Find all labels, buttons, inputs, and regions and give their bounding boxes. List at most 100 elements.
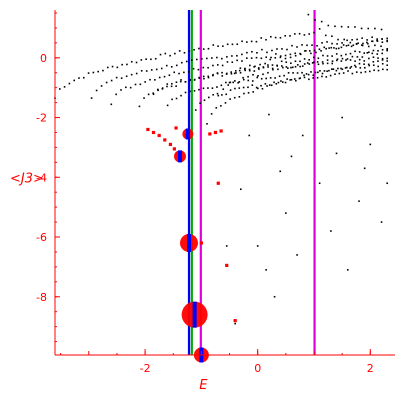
spectrum-point [326,62,329,65]
spectrum-point [241,40,243,43]
spectrum-point [316,76,319,79]
spectrum-point [344,67,347,69]
spectrum-point [73,79,75,82]
spectrum-point [260,77,263,80]
spectrum-point [335,53,338,55]
spectrum-point [308,33,310,35]
spectrum-point [242,86,245,89]
spectrum-point [342,72,345,74]
spectrum-point [97,70,99,73]
spectrum-point [170,66,173,68]
spectrum-point [125,75,128,78]
spectrum-point [319,70,321,72]
weighted-point [168,142,173,147]
spectrum-point [234,322,236,325]
spectrum-point [326,55,329,57]
spectrum-point [189,90,191,93]
spectrum-point [164,52,167,55]
spectrum-point [265,56,267,59]
spectrum-point [278,75,281,78]
spectrum-point [198,77,201,79]
spectrum-point [256,76,259,79]
spectrum-point [178,72,180,75]
spectrum-point [239,67,242,69]
spectrum-point [174,52,176,55]
spectrum-point [312,74,315,77]
spectrum-point [337,67,339,70]
spectrum-point [301,134,304,137]
spectrum-point [374,44,376,47]
weight-circle-core [185,128,190,140]
spectrum-point [105,81,108,84]
spectrum-point [346,39,348,42]
spectrum-point [275,53,277,55]
spectrum-point [376,53,379,55]
spectrum-point [217,45,219,47]
weight-circle-core [192,301,197,328]
spectrum-point [206,57,208,60]
spectrum-point [129,86,132,89]
spectrum-point [106,66,109,69]
spectrum-point [306,62,309,64]
spectrum-point [269,77,272,79]
spectrum-point [236,54,238,57]
weighted-point [157,133,161,138]
spectrum-point [236,43,239,46]
spectrum-point [258,68,260,70]
spectrum-point [368,64,371,67]
weighted-point [208,132,212,136]
spectrum-point [357,42,359,45]
spectrum-point [152,92,155,94]
spectrum-point [202,87,205,90]
spectrum-point [284,81,287,84]
spectrum-point [188,50,191,52]
spectrum-point [249,64,251,67]
spectrum-point [303,74,305,77]
spectrum-point [246,41,248,43]
spectrum-point [294,52,297,55]
spectrum-point [281,65,283,67]
spectrum-point [326,59,329,61]
spectrum-point [265,269,267,271]
spectrum-point [303,34,306,36]
spectrum-point [250,40,253,43]
spectrum-point [193,90,196,92]
spectrum-point [366,52,369,54]
spectrum-point [274,36,277,39]
spectrum-point [247,79,250,82]
spectrum-point [58,88,61,90]
spectrum-point [335,152,338,155]
spectrum-point [367,45,370,48]
spectrum-point [354,60,356,62]
spectrum-point [377,50,379,52]
spectrum-point [221,57,223,60]
spectrum-point [294,54,297,57]
spectrum-point [203,77,205,80]
weighted-point [146,127,150,132]
spectrum-point [331,60,334,63]
spectrum-point [330,46,333,49]
spectrum-point [371,36,373,39]
spectrum-point [130,60,133,63]
spectrum-point [226,61,229,63]
spectrum-point [294,65,297,68]
spectrum-point [328,69,330,72]
spectrum-point [267,71,269,74]
spectrum-point [290,66,292,69]
spectrum-point [221,94,223,96]
spectrum-point [301,44,303,46]
spectrum-point [239,71,242,74]
spectrum-point [120,77,123,79]
spectrum-point [377,57,379,59]
spectrum-point [248,68,251,71]
spectrum-point [323,46,326,49]
spectrum-point [364,71,367,73]
spectrum-point [68,82,71,85]
spectrum-point [307,73,310,76]
spectrum-point [331,42,333,45]
spectrum-point [273,81,275,84]
spectrum-point [354,64,356,67]
spectrum-point [321,72,324,75]
spectrum-point [251,80,254,82]
spectrum-point [363,66,366,69]
